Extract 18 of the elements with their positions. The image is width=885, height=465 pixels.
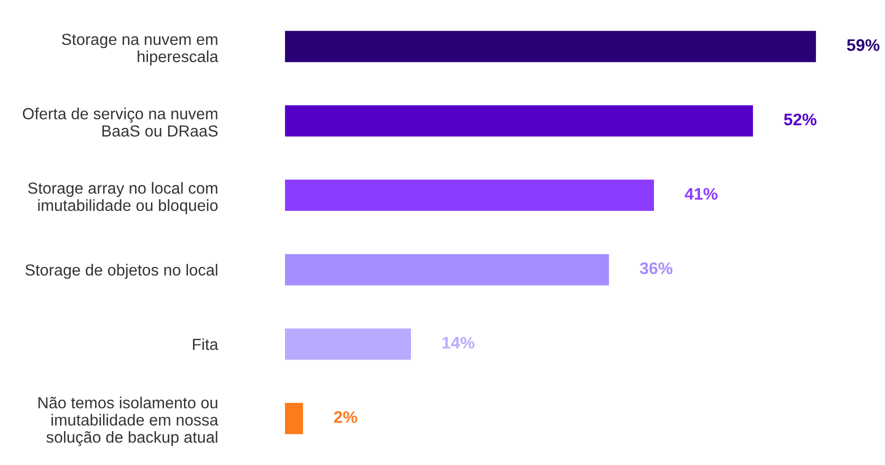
data-label: 14% xyxy=(442,336,474,349)
y-tick-label: Storage de objetos no local xyxy=(25,264,218,279)
y-tick-label: Storage na nuvem em hiperescala xyxy=(62,34,218,66)
bar xyxy=(284,402,303,434)
data-label: 36% xyxy=(640,262,672,274)
bar xyxy=(284,105,753,137)
data-label: 2% xyxy=(334,411,358,423)
bar xyxy=(284,254,609,286)
data-label: 41% xyxy=(684,188,718,200)
y-tick-label: Oferta de serviço na nuvem BaaS ou DRaaS xyxy=(22,108,218,137)
bar xyxy=(284,328,411,360)
data-label: 52% xyxy=(784,114,816,126)
y-tick-label: Não temos isolamento ou imutabilidade em nossa solução de backup atual xyxy=(38,396,218,446)
bar xyxy=(284,180,654,211)
data-label: 59% xyxy=(847,39,880,51)
bar xyxy=(284,30,816,62)
y-tick-label: Fita xyxy=(192,338,218,350)
y-tick-label: Storage array no local com imutabilidade ou bloqueio xyxy=(28,182,218,214)
